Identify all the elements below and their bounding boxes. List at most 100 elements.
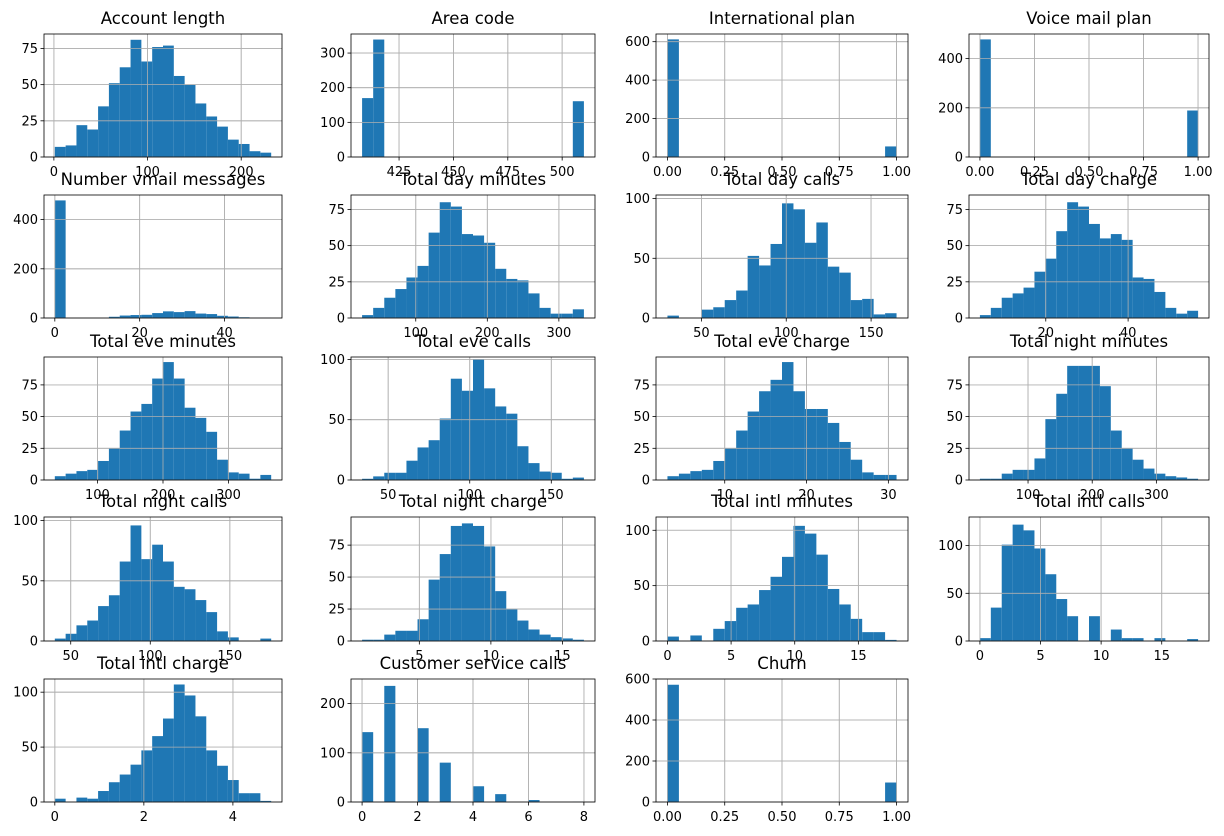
x-tick-label: 0 <box>51 326 59 341</box>
histogram-bar <box>839 604 851 641</box>
y-tick-label: 200 <box>625 755 650 770</box>
subplot-title: Total night minutes <box>1009 332 1168 351</box>
subplot-title: Total night charge <box>398 492 547 511</box>
subplot-14: 0 50 100 0 5 10 15 Total intl minutes <box>625 492 909 664</box>
histogram-bar <box>384 685 396 802</box>
histogram-bar <box>862 632 874 641</box>
histogram-bar <box>406 277 418 318</box>
y-tick-label: 0 <box>337 796 345 811</box>
histogram-bar <box>217 765 228 802</box>
histogram-bar <box>862 298 874 318</box>
histogram-bar <box>217 315 228 318</box>
histogram-bar <box>227 139 239 157</box>
histogram-bar <box>539 471 551 480</box>
y-tick-label: 100 <box>625 524 650 539</box>
x-tick-label: 10 <box>483 649 500 664</box>
histogram-bar <box>217 126 228 157</box>
histogram-bar <box>1045 258 1057 318</box>
y-tick-label: 400 <box>625 74 650 89</box>
histogram-bar <box>528 629 540 641</box>
histogram-bar <box>1001 544 1013 641</box>
x-tick-label: 100 <box>85 488 110 503</box>
histogram-bar <box>850 459 863 480</box>
histogram-bar <box>759 590 771 641</box>
histogram-bar <box>1089 223 1100 318</box>
histogram-bar <box>528 463 540 480</box>
histogram-bar <box>238 473 250 480</box>
histogram-bar <box>839 441 851 480</box>
y-tick-label: 50 <box>21 78 38 93</box>
y-tick-label: 25 <box>946 275 963 290</box>
x-tick-label: 150 <box>217 649 242 664</box>
y-tick-label: 200 <box>625 112 650 127</box>
histogram-bar <box>572 639 584 641</box>
histogram-bar <box>249 151 261 157</box>
histogram-bar <box>195 600 207 641</box>
x-tick-label: 100 <box>1016 488 1041 503</box>
histogram-bar <box>163 718 174 802</box>
histogram-bar <box>979 478 991 480</box>
x-tick-label: 0 <box>976 649 984 664</box>
subplot-18: 0 200 400 600 0.00 0.25 0.50 0.75 1.00 Churn <box>625 654 911 825</box>
histogram-bar <box>1132 638 1144 641</box>
histogram-bar <box>76 625 88 641</box>
histogram-bar <box>873 474 886 480</box>
y-tick-label: 50 <box>328 571 345 586</box>
histogram-bar <box>690 471 702 480</box>
histogram-bar <box>227 316 239 318</box>
y-tick-label: 100 <box>13 686 38 701</box>
x-tick-label: 150 <box>859 326 884 341</box>
histogram-bar <box>979 315 991 318</box>
histogram-bar <box>141 750 153 802</box>
histogram-bar <box>439 762 451 802</box>
histogram-bar <box>227 780 239 802</box>
x-tick-label: 0.25 <box>1020 165 1049 180</box>
subplot-title: Total eve minutes <box>89 332 236 351</box>
x-tick-label: 0 <box>663 649 671 664</box>
histogram-bar <box>184 311 196 318</box>
axes-frame <box>968 194 1210 319</box>
subplot-title: Account length <box>101 9 225 28</box>
x-tick-label: 20 <box>131 326 148 341</box>
histogram-bar <box>1067 202 1079 318</box>
x-tick-label: 40 <box>216 326 233 341</box>
histogram-bar <box>1001 297 1013 318</box>
histogram-bar <box>65 145 77 157</box>
axes-frame <box>350 516 596 642</box>
x-tick-label: 20 <box>1038 326 1055 341</box>
y-tick-label: 0 <box>337 312 345 327</box>
x-tick-label: 0.75 <box>825 810 854 825</box>
histogram-bar <box>827 422 840 480</box>
x-tick-label: 5 <box>1036 649 1044 664</box>
histogram-bar <box>108 448 120 480</box>
subplot-9: 0 50 100 50 100 150 Total eve calls <box>320 332 596 503</box>
histogram-bar <box>816 222 828 318</box>
subplot-17: 0 100 200 0 2 4 6 8 Customer service calls <box>320 654 596 825</box>
histogram-bar <box>1056 599 1068 641</box>
histogram-bar <box>217 459 228 480</box>
histogram-bar <box>87 798 99 802</box>
histogram-bar <box>184 695 196 802</box>
histogram-bar <box>1012 469 1024 480</box>
x-tick-label: 0 <box>50 165 58 180</box>
histogram-bar <box>373 39 385 157</box>
y-tick-label: 0 <box>642 312 650 327</box>
histogram-bar <box>827 266 840 318</box>
y-tick-label: 0 <box>955 312 963 327</box>
histogram-bar <box>1187 478 1199 480</box>
y-tick-label: 100 <box>625 192 650 207</box>
histogram-bar <box>450 525 462 641</box>
y-tick-label: 25 <box>21 114 38 129</box>
histogram-bar <box>517 446 529 480</box>
histogram-bar <box>979 39 991 157</box>
histogram-bar <box>506 278 518 318</box>
histogram-bar <box>450 206 462 318</box>
axes-frame <box>655 516 909 642</box>
y-tick-label: 0 <box>642 796 650 811</box>
histogram-bar <box>793 391 805 480</box>
y-tick-label: 75 <box>946 378 963 393</box>
y-tick-label: 50 <box>946 239 963 254</box>
histogram-bar <box>373 476 385 480</box>
histogram-bar <box>517 280 529 318</box>
histogram-bar <box>362 98 374 157</box>
